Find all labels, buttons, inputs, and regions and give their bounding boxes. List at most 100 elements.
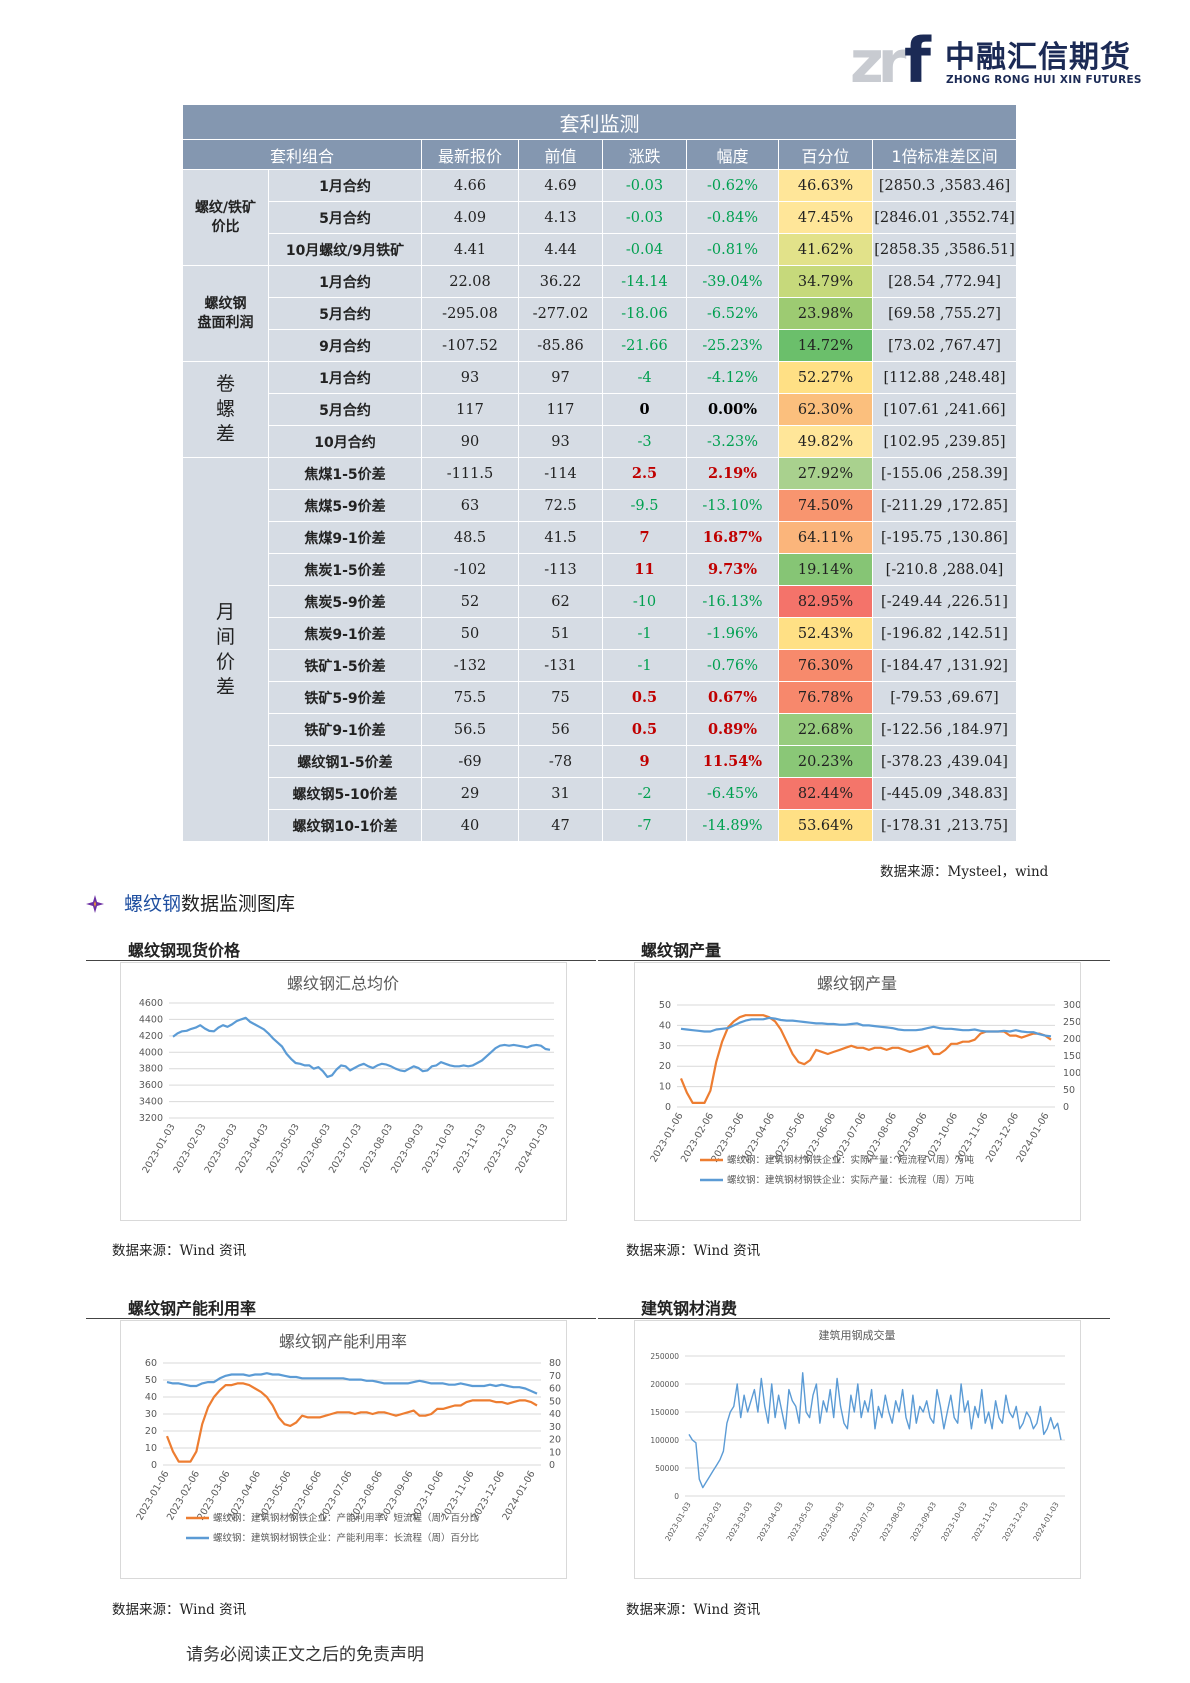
- contract-name: 铁矿1-5价差: [268, 649, 422, 682]
- change-value: -4: [602, 361, 687, 394]
- group-label-line: 螺纹钢: [204, 295, 247, 312]
- contract-name: 焦炭1-5价差: [268, 553, 422, 586]
- table-row: 焦煤9-1价差 48.5 41.5 7 16.87% 64.11% [-195.75 ,13…: [183, 521, 1017, 554]
- latest-price: 29: [421, 777, 519, 810]
- y2-tick-label: 80: [549, 1358, 561, 1369]
- divider: [86, 960, 596, 961]
- change-value: -21.66: [602, 329, 687, 362]
- contract-name: 1月合约: [268, 265, 422, 298]
- contract-name: 焦煤5-9价差: [268, 489, 422, 522]
- latest-price: 75.5: [421, 681, 519, 714]
- chart4-source: 数据来源：Wind 资讯: [626, 1602, 761, 1618]
- std-range: [-378.23 ,439.04]: [872, 745, 1017, 778]
- group-label-line: 螺: [215, 398, 235, 420]
- chart-steel-consumption: 建筑用钢成交量 0 50000 100000 150000 200000 250000 202…: [634, 1320, 1081, 1579]
- x-tick-label: 2024-01-06: [1014, 1111, 1051, 1164]
- legend-label: 螺纹钢：建筑钢材钢铁企业：实际产量：长流程（周）万吨: [727, 1174, 975, 1186]
- group-label-line: 卷: [215, 373, 235, 395]
- previous-value: -78: [518, 745, 603, 778]
- std-range: [28.54 ,772.94]: [872, 265, 1017, 298]
- y-tick-label: 10: [145, 1443, 157, 1454]
- table-row: 螺纹钢10-1价差 40 47 -7 -14.89% 53.64% [-178.31 ,21…: [183, 809, 1017, 842]
- change-value: -10: [602, 585, 687, 618]
- divider: [598, 1318, 1110, 1319]
- y2-tick-label: 250: [1063, 1017, 1080, 1028]
- group-label-line: 盘面利润: [197, 314, 254, 331]
- section-marker-icon: [84, 893, 106, 915]
- y-tick-label: 200000: [650, 1380, 679, 1389]
- table-title: 套利监测: [182, 104, 1017, 140]
- change-percent: 9.73%: [686, 553, 779, 586]
- std-range: [-210.8 ,288.04]: [872, 553, 1017, 586]
- percentile-cell: 46.63%: [778, 169, 873, 202]
- chart-heading-capacity-rate: 螺纹钢产能利用率: [128, 1299, 257, 1318]
- table-row: 铁矿1-5价差 -132 -131 -1 -0.76% 76.30% [-184.47 ,1…: [183, 649, 1017, 682]
- std-range: [2850.3 ,3583.46]: [872, 169, 1017, 202]
- y2-tick-label: 30: [549, 1422, 561, 1433]
- change-value: 11: [602, 553, 687, 586]
- percentile-cell: 53.64%: [778, 809, 873, 842]
- latest-price: 56.5: [421, 713, 519, 746]
- percentile-cell: 76.30%: [778, 649, 873, 682]
- contract-name: 5月合约: [268, 393, 422, 426]
- latest-price: 90: [421, 425, 519, 458]
- percentile-cell: 47.45%: [778, 201, 873, 234]
- table-row: 螺纹钢 盘面利润 1月合约 22.08 36.22 -14.14 -39.04% 34.79%…: [182, 265, 1017, 362]
- percentile-cell: 22.68%: [778, 713, 873, 746]
- change-percent: 16.87%: [686, 521, 779, 554]
- x-tick-label: 2024-01-03: [1031, 1500, 1061, 1542]
- previous-value: -114: [518, 457, 603, 490]
- previous-value: 41.5: [518, 521, 603, 554]
- x-tick-label: 2023-10-03: [939, 1500, 969, 1542]
- change-value: -1: [602, 649, 687, 682]
- chart-title: 螺纹钢汇总均价: [287, 974, 399, 993]
- series-line: [166, 1372, 538, 1395]
- latest-price: -295.08: [421, 297, 519, 330]
- series-line: [680, 1016, 1052, 1038]
- x-tick-label: 2023-05-03: [786, 1500, 816, 1542]
- std-range: [2858.35 ,3586.51]: [872, 233, 1017, 266]
- table-header-row: 套利组合 最新报价 前值 涨跌 幅度 百分位 1倍标准差区间: [182, 139, 1017, 170]
- change-percent: 11.54%: [686, 745, 779, 778]
- std-range: [102.95 ,239.85]: [872, 425, 1017, 458]
- latest-price: 40: [421, 809, 519, 842]
- previous-value: 36.22: [518, 265, 603, 298]
- y-tick-label: 3400: [139, 1097, 163, 1108]
- previous-value: 4.69: [518, 169, 603, 202]
- company-logo: zr f 中融汇信期货 ZHONG RONG HUI XIN FUTURES: [850, 22, 1170, 92]
- table-row: 5月合约 117 117 0 0.00% 62.30% [107.61 ,241.66]: [183, 393, 1017, 426]
- y-tick-label: 50: [659, 1000, 671, 1011]
- change-value: -3: [602, 425, 687, 458]
- table-row: 螺纹钢5-10价差 29 31 -2 -6.45% 82.44% [-445.09 ,348…: [183, 777, 1017, 810]
- column-header: 套利组合: [182, 139, 422, 170]
- x-tick-label: 2023-03-03: [724, 1500, 754, 1542]
- column-header: 幅度: [686, 139, 779, 170]
- y2-tick-label: 0: [549, 1460, 555, 1471]
- std-range: [-79.53 ,69.67]: [872, 681, 1017, 714]
- legend-label: 螺纹钢：建筑钢材钢铁企业：实际产量：短流程（周）万吨: [727, 1154, 975, 1166]
- change-value: -2: [602, 777, 687, 810]
- contract-name: 1月合约: [268, 361, 422, 394]
- contract-name: 铁矿5-9价差: [268, 681, 422, 714]
- y-tick-label: 30: [659, 1041, 671, 1052]
- change-percent: 0.00%: [686, 393, 779, 426]
- change-percent: -16.13%: [686, 585, 779, 618]
- y-tick-label: 60: [145, 1358, 157, 1369]
- std-range: [-195.75 ,130.86]: [872, 521, 1017, 554]
- table-row: 焦炭1-5价差 -102 -113 11 9.73% 19.14% [-210.8 ,288…: [183, 553, 1017, 586]
- change-percent: -1.96%: [686, 617, 779, 650]
- latest-price: 50: [421, 617, 519, 650]
- std-range: [-211.29 ,172.85]: [872, 489, 1017, 522]
- chart-heading-rebar-output: 螺纹钢产量: [641, 941, 722, 960]
- change-value: -14.14: [602, 265, 687, 298]
- y-tick-label: 40: [145, 1392, 157, 1403]
- change-percent: -0.62%: [686, 169, 779, 202]
- y2-tick-label: 50: [1063, 1085, 1075, 1096]
- percentile-cell: 64.11%: [778, 521, 873, 554]
- y2-tick-label: 70: [549, 1371, 561, 1382]
- latest-price: 4.09: [421, 201, 519, 234]
- chart-rebar-price: 螺纹钢汇总均价 3200 3400 3600 3800 4000 4200 4400 4600 2…: [120, 962, 567, 1221]
- table-row: 铁矿5-9价差 75.5 75 0.5 0.67% 76.78% [-79.53 ,69.6…: [183, 681, 1017, 714]
- previous-value: 75: [518, 681, 603, 714]
- percentile-cell: 52.27%: [778, 361, 873, 394]
